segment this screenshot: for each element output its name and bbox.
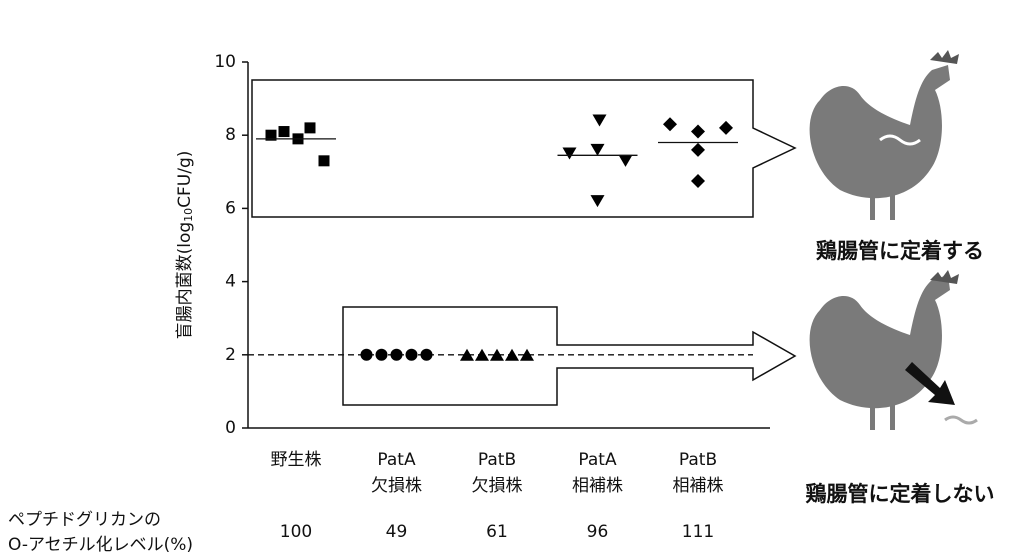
page: 鶏腸管に定着する 鶏腸管に定着しない 盲腸内菌数(log10CFU/g) ペプチ…	[0, 0, 1022, 557]
acetylation-value: 100	[280, 522, 312, 542]
x-tick-label: 欠損株	[472, 476, 523, 496]
y-axis-label: 盲腸内菌数(log10CFU/g)	[175, 151, 195, 340]
x-tick-label: PatA	[578, 450, 617, 470]
x-tick-label: 相補株	[572, 476, 623, 496]
data-point	[691, 174, 705, 188]
data-point	[406, 349, 418, 361]
y-label-part: 盲腸内菌数(log	[175, 222, 195, 340]
data-point	[663, 117, 677, 131]
y-label-subscript: 10	[182, 208, 195, 222]
acetylation-label: O-アセチル化レベル(%)	[8, 535, 193, 555]
data-point	[391, 349, 403, 361]
outcome-label: 鶏腸管に定着する	[816, 239, 984, 263]
acetylation-label: ペプチドグリカンの	[8, 510, 161, 530]
data-point	[421, 349, 433, 361]
data-point	[279, 126, 290, 137]
acetylation-value: 49	[386, 522, 408, 542]
y-tick-label: 0	[225, 418, 236, 438]
data-point	[619, 155, 633, 167]
data-point	[719, 121, 733, 135]
data-point	[591, 195, 605, 207]
x-tick-label: 欠損株	[371, 476, 422, 496]
x-tick-label: 野生株	[271, 450, 322, 470]
data-point	[505, 349, 519, 361]
data-point	[593, 115, 607, 127]
data-point	[563, 148, 577, 160]
data-point	[319, 155, 330, 166]
data-point	[305, 122, 316, 133]
acetylation-value: 111	[682, 522, 714, 542]
acetylation-value: 96	[587, 522, 609, 542]
y-label-part: CFU/g)	[175, 151, 195, 208]
data-point	[376, 349, 388, 361]
data-point	[475, 349, 489, 361]
chicken-top	[810, 50, 959, 220]
data-point	[361, 349, 373, 361]
outcome-label: 鶏腸管に定着しない	[806, 482, 995, 506]
x-tick-label: 相補株	[673, 476, 724, 496]
chicken-bottom	[810, 270, 977, 430]
acetylation-value: 61	[486, 522, 508, 542]
data-point	[691, 143, 705, 157]
x-tick-label: PatB	[478, 450, 516, 470]
y-tick-label: 8	[225, 125, 236, 145]
data-point	[591, 144, 605, 156]
y-tick-label: 2	[225, 345, 236, 365]
data-point	[691, 125, 705, 139]
y-tick-label: 4	[225, 272, 236, 292]
y-tick-label: 6	[225, 198, 236, 218]
chart: 鶏腸管に定着する 鶏腸管に定着しない 盲腸内菌数(log10CFU/g) ペプチ…	[0, 0, 1022, 557]
x-tick-label: PatA	[377, 450, 416, 470]
colonizing-box	[252, 80, 795, 217]
x-tick-label: PatB	[679, 450, 717, 470]
y-tick-label: 10	[214, 52, 236, 72]
